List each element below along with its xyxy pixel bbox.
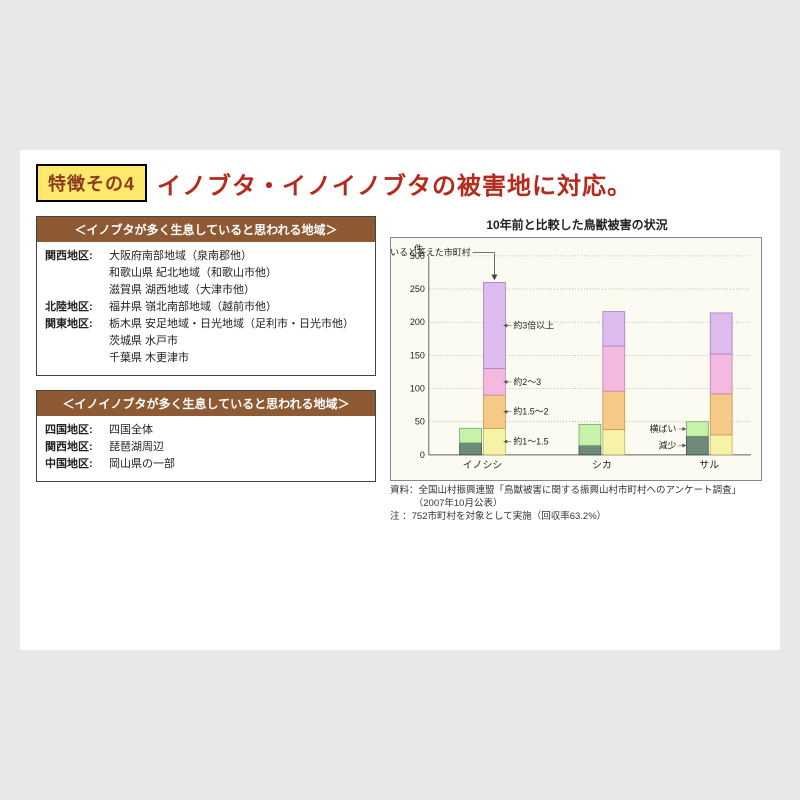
region-label: 四国地区: xyxy=(45,422,105,439)
region-row: 関西地区:滋賀県 湖西地域（大津市他） xyxy=(45,282,367,299)
headline: 特徴その4 イノブタ・イノイノブタの被害地に対応。 xyxy=(36,164,764,202)
region-label: 関西地区: xyxy=(45,248,105,265)
region-row: 北陸地区:福井県 嶺北南部地域（越前市他） xyxy=(45,299,367,316)
region-value: 四国全体 xyxy=(109,422,367,439)
svg-text:約2～3: 約2～3 xyxy=(513,376,541,387)
region-row: 関西地区:大阪府南部地域（泉南郡他） xyxy=(45,248,367,265)
chart-note-line: 資料：全国山村振興連盟「鳥獣被害に関する振興山村市町村へのアンケート調査」 xyxy=(390,485,764,498)
svg-text:約1.5～2: 約1.5～2 xyxy=(513,406,548,417)
region-value: 岡山県の一部 xyxy=(109,456,367,473)
region-label: 北陸地区: xyxy=(45,299,105,316)
region-value: 琵琶湖周辺 xyxy=(109,439,367,456)
svg-text:減少: 減少 xyxy=(659,440,677,451)
region-row: 関東地区:栃木県 安足地域・日光地域（足利市・日光市他） xyxy=(45,316,367,333)
svg-text:150: 150 xyxy=(410,350,425,360)
region-value: 福井県 嶺北南部地域（越前市他） xyxy=(109,299,367,316)
svg-text:50: 50 xyxy=(415,417,425,427)
chart-note-line: （2007年10月公表） xyxy=(390,498,764,511)
page: 特徴その4 イノブタ・イノイノブタの被害地に対応。 ＜イノブタが多く生息している… xyxy=(20,150,780,650)
region-label: 中国地区: xyxy=(45,456,105,473)
svg-text:0: 0 xyxy=(420,450,425,460)
chart-notes: 資料：全国山村振興連盟「鳥獣被害に関する振興山村市町村へのアンケート調査」 （2… xyxy=(390,485,764,523)
region-value: 滋賀県 湖西地域（大津市他） xyxy=(109,282,367,299)
svg-text:横ばい: 横ばい xyxy=(650,423,677,434)
headline-suffix: の被害地に対応。 xyxy=(432,173,632,200)
chart-panel: 10年前と比較した鳥獣被害の状況 050100150200250300件イノシシ… xyxy=(390,216,764,523)
content-row: ＜イノブタが多く生息していると思われる地域＞関西地区:大阪府南部地域（泉南郡他）… xyxy=(36,216,764,523)
feature-badge: 特徴その4 xyxy=(36,164,147,202)
region-value: 千葉県 木更津市 xyxy=(109,350,367,367)
svg-text:100: 100 xyxy=(410,384,425,394)
region-box-header: ＜イノイノブタが多く生息していると思われる地域＞ xyxy=(37,391,375,416)
region-label: 関東地区: xyxy=(45,316,105,333)
headline-text: イノブタ・イノイノブタの被害地に対応。 xyxy=(157,166,632,201)
region-box-header: ＜イノブタが多く生息していると思われる地域＞ xyxy=(37,217,375,242)
region-row: 関西地区:琵琶湖周辺 xyxy=(45,439,367,456)
region-box-body: 四国地区:四国全体関西地区:琵琶湖周辺中国地区:岡山県の一部 xyxy=(37,416,375,481)
region-row: 四国地区:四国全体 xyxy=(45,422,367,439)
chart-title: 10年前と比較した鳥獣被害の状況 xyxy=(390,216,764,233)
chart-note-line: 注 ：752市町村を対象として実施（回収率63.2%） xyxy=(390,511,764,524)
svg-text:250: 250 xyxy=(410,284,425,294)
svg-text:サル: サル xyxy=(699,459,719,471)
svg-text:被害が増加していると答えた市町村: 被害が増加していると答えた市町村 xyxy=(391,247,471,258)
svg-text:200: 200 xyxy=(410,317,425,327)
region-boxes: ＜イノブタが多く生息していると思われる地域＞関西地区:大阪府南部地域（泉南郡他）… xyxy=(36,216,376,496)
chart-frame: 050100150200250300件イノシシシカサル被害が増加していると答えた… xyxy=(390,237,762,481)
region-row: 関西地区:和歌山県 紀北地域（和歌山市他） xyxy=(45,265,367,282)
region-row: 関西地区:千葉県 木更津市 xyxy=(45,350,367,367)
region-box-body: 関西地区:大阪府南部地域（泉南郡他）関西地区:和歌山県 紀北地域（和歌山市他）関… xyxy=(37,242,375,375)
region-box: ＜イノブタが多く生息していると思われる地域＞関西地区:大阪府南部地域（泉南郡他）… xyxy=(36,216,376,376)
region-box: ＜イノイノブタが多く生息していると思われる地域＞四国地区:四国全体関西地区:琵琶… xyxy=(36,390,376,482)
svg-text:シカ: シカ xyxy=(592,459,612,471)
region-value: 栃木県 安足地域・日光地域（足利市・日光市他） xyxy=(109,316,367,333)
svg-text:約3倍以上: 約3倍以上 xyxy=(513,320,554,331)
region-value: 大阪府南部地域（泉南郡他） xyxy=(109,248,367,265)
svg-text:イノシシ: イノシシ xyxy=(463,460,503,471)
chart-svg: 050100150200250300件イノシシシカサル被害が増加していると答えた… xyxy=(391,238,761,481)
region-value: 和歌山県 紀北地域（和歌山市他） xyxy=(109,265,367,282)
headline-emphasis: イノブタ・イノイノブタ xyxy=(157,173,432,200)
svg-text:約1～1.5: 約1～1.5 xyxy=(513,436,548,447)
region-row: 中国地区:岡山県の一部 xyxy=(45,456,367,473)
region-row: 関西地区:茨城県 水戸市 xyxy=(45,333,367,350)
region-label: 関西地区: xyxy=(45,439,105,456)
region-value: 茨城県 水戸市 xyxy=(109,333,367,350)
